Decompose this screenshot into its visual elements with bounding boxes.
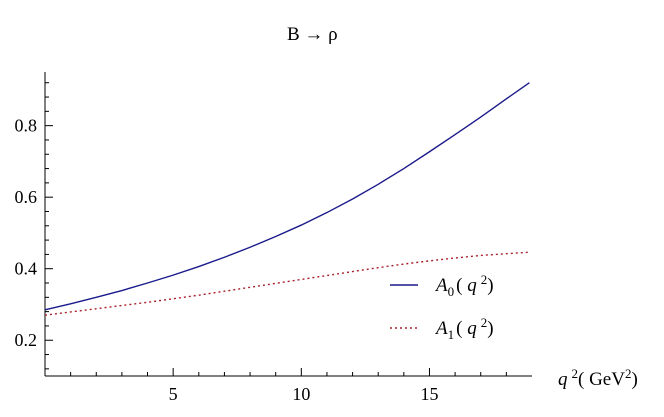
x-tick-label: 10 (292, 384, 310, 404)
legend-label-0: A0( q 2) (434, 272, 494, 299)
legend: A0( q 2) A1( q 2) (390, 272, 494, 342)
series-line-0 (44, 82, 530, 311)
y-tick-label: 0.8 (15, 116, 38, 136)
y-axis: 0.2 0.4 0.6 0.8 (15, 72, 53, 376)
y-tick-label: 0.2 (15, 330, 38, 350)
x-axis-label: q 2( GeV2) (558, 366, 638, 390)
y-tick-label: 0.4 (15, 259, 38, 279)
legend-label-1: A1( q 2) (434, 315, 494, 342)
chart-title: B → ρ (287, 24, 338, 45)
x-tick-label: 5 (169, 384, 178, 404)
x-axis: 5 10 15 (45, 368, 532, 404)
y-tick-label: 0.6 (15, 187, 38, 207)
series-line-1 (44, 251, 530, 316)
x-tick-label: 15 (420, 384, 438, 404)
series-layer (44, 82, 530, 316)
